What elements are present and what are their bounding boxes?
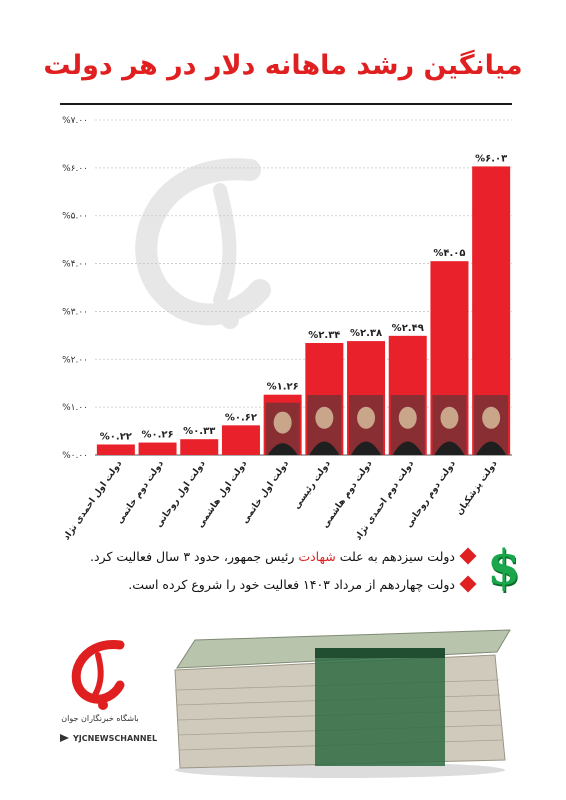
x-tick-label: دولت رئیسی [292,459,333,512]
note-1-text-b: رئیس جمهور، حدود ۳ سال فعالیت کرد. [90,549,299,564]
y-tick-label: %۵.۰۰ [62,212,88,222]
red-cube-icon [459,575,477,593]
note-2-text: دولت چهاردهم از مرداد ۱۴۰۳ فعالیت خود را… [128,577,455,592]
data-label: %۲.۴۹ [392,323,424,334]
telegram-icon [60,734,69,742]
dollar-sign-icon: $ [487,540,521,596]
note-2: دولت چهاردهم از مرداد ۱۴۰۳ فعالیت خود را… [128,575,477,593]
yjc-logo-icon [71,640,125,710]
note-1: دولت سیزدهم به علت شهادت رئیس جمهور، حدو… [90,547,477,565]
bar-chart: %۰.۰۰ %۱.۰۰ %۲.۰۰ %۳.۰۰ %۴.۰۰ %۵.۰۰ %۶.۰۰ %۷.۰۰… [62,116,512,540]
x-tick-label: دولت اول خاتمی [240,459,291,526]
data-label: %۰.۲۶ [141,430,173,441]
y-tick-label: %۷.۰۰ [62,116,88,126]
page-title: میانگین رشد ماهانه دلار در هر دولت [43,50,523,81]
y-tick-label: %۰.۰۰ [62,451,88,461]
y-tick-label: %۴.۰۰ [62,260,88,270]
bar [96,444,135,455]
x-tick-label: دولت دوم خاتمی [115,459,166,526]
president-portrait [265,402,300,455]
y-tick-label: %۳.۰۰ [62,307,88,317]
money-stack-illustration [174,629,511,778]
x-tick-label: دولت اول احمدی نژاد [62,459,125,540]
president-portrait [307,395,342,455]
x-tick-label: دولت پزشکیان [455,459,500,518]
president-portrait [390,395,425,455]
bar [221,425,260,455]
president-portrait [432,395,467,455]
data-label: %۴.۰۵ [433,248,465,259]
y-tick-label: %۶.۰۰ [62,164,88,174]
channel-text: YJCNEWSCHANNEL [73,734,158,743]
president-portrait [349,395,384,455]
y-tick-label: %۱.۰۰ [62,403,88,413]
data-label: %۶.۰۳ [475,153,507,164]
data-label: %۲.۳۸ [350,328,382,339]
note-1-highlight: شهادت [298,549,336,564]
channel-handle[interactable]: YJCNEWSCHANNEL [60,734,157,743]
data-label: %۰.۶۲ [225,412,257,423]
title-divider [60,103,512,105]
agency-name: باشگاه خبرنگاران جوان [61,714,139,723]
president-portrait [474,395,509,455]
bar [180,439,219,455]
red-cube-icon [459,547,477,565]
y-tick-label: %۲.۰۰ [62,355,88,365]
data-label: %۰.۳۳ [183,426,215,437]
data-label: %۲.۳۴ [308,330,340,341]
data-label: %۱.۲۶ [267,382,299,393]
watermark-logo [135,158,271,329]
bar [138,442,177,455]
data-label: %۰.۲۲ [100,431,132,442]
note-1-text-a: دولت سیزدهم به علت [335,549,455,564]
